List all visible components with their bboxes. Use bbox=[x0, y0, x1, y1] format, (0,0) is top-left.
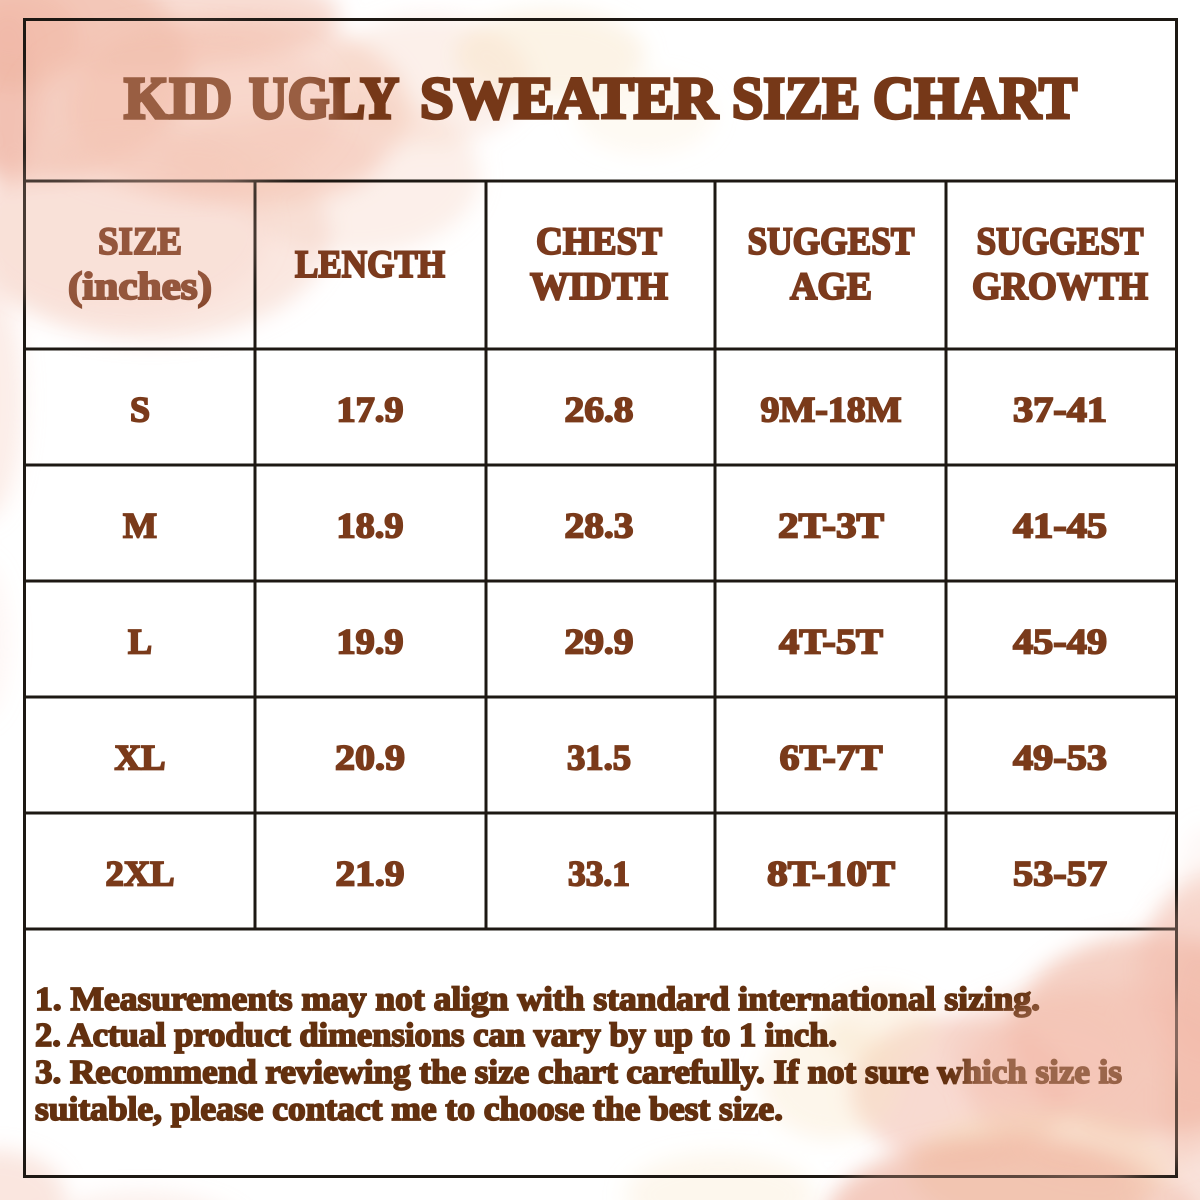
svg-text:SWEATER: SWEATER bbox=[420, 65, 719, 130]
svg-text:3. Recommend reviewing the siz: 3. Recommend reviewing the size chart ca… bbox=[35, 1054, 1122, 1091]
svg-text:33.1: 33.1 bbox=[568, 854, 630, 894]
svg-text:31.5: 31.5 bbox=[567, 738, 631, 778]
svg-text:26.8: 26.8 bbox=[565, 390, 634, 430]
svg-text:49-53: 49-53 bbox=[1013, 738, 1107, 778]
svg-text:CHART: CHART bbox=[873, 65, 1077, 131]
svg-text:29.9: 29.9 bbox=[565, 622, 634, 662]
svg-text:SUGGEST: SUGGEST bbox=[977, 220, 1144, 263]
svg-text:37-41: 37-41 bbox=[1013, 390, 1107, 430]
svg-text:S: S bbox=[130, 390, 150, 430]
svg-text:M: M bbox=[123, 506, 157, 546]
svg-text:GROWTH: GROWTH bbox=[972, 265, 1148, 308]
svg-text:4T-5T: 4T-5T bbox=[779, 622, 883, 662]
svg-text:28.3: 28.3 bbox=[565, 506, 634, 546]
svg-text:CHEST: CHEST bbox=[536, 220, 662, 263]
svg-text:18.9: 18.9 bbox=[337, 506, 404, 546]
svg-text:2XL: 2XL bbox=[106, 854, 175, 894]
svg-text:2. Actual product dimensions c: 2. Actual product dimensions can vary by… bbox=[35, 1017, 837, 1054]
svg-text:SIZE: SIZE bbox=[732, 65, 860, 132]
svg-text:19.9: 19.9 bbox=[337, 622, 404, 662]
svg-text:WIDTH: WIDTH bbox=[530, 265, 668, 308]
svg-text:45-49: 45-49 bbox=[1013, 622, 1107, 662]
svg-text:suitable, please contact me to: suitable, please contact me to choose th… bbox=[35, 1091, 783, 1128]
svg-text:53-57: 53-57 bbox=[1013, 854, 1107, 894]
svg-text:41-45: 41-45 bbox=[1013, 506, 1107, 546]
svg-text:17.9: 17.9 bbox=[337, 390, 404, 430]
svg-text:L: L bbox=[128, 622, 152, 662]
svg-text:8T-10T: 8T-10T bbox=[767, 854, 895, 894]
svg-text:9M-18M: 9M-18M bbox=[761, 390, 902, 430]
svg-text:2T-3T: 2T-3T bbox=[778, 506, 884, 546]
svg-text:21.9: 21.9 bbox=[336, 854, 405, 894]
svg-text:LENGTH: LENGTH bbox=[295, 243, 445, 286]
svg-text:20.9: 20.9 bbox=[335, 738, 405, 778]
svg-text:XL: XL bbox=[115, 738, 166, 778]
svg-text:6T-7T: 6T-7T bbox=[780, 738, 883, 778]
svg-text:AGE: AGE bbox=[790, 265, 872, 308]
svg-text:SUGGEST: SUGGEST bbox=[748, 220, 915, 263]
svg-text:1. Measurements may not align: 1. Measurements may not align with stand… bbox=[35, 981, 1040, 1018]
